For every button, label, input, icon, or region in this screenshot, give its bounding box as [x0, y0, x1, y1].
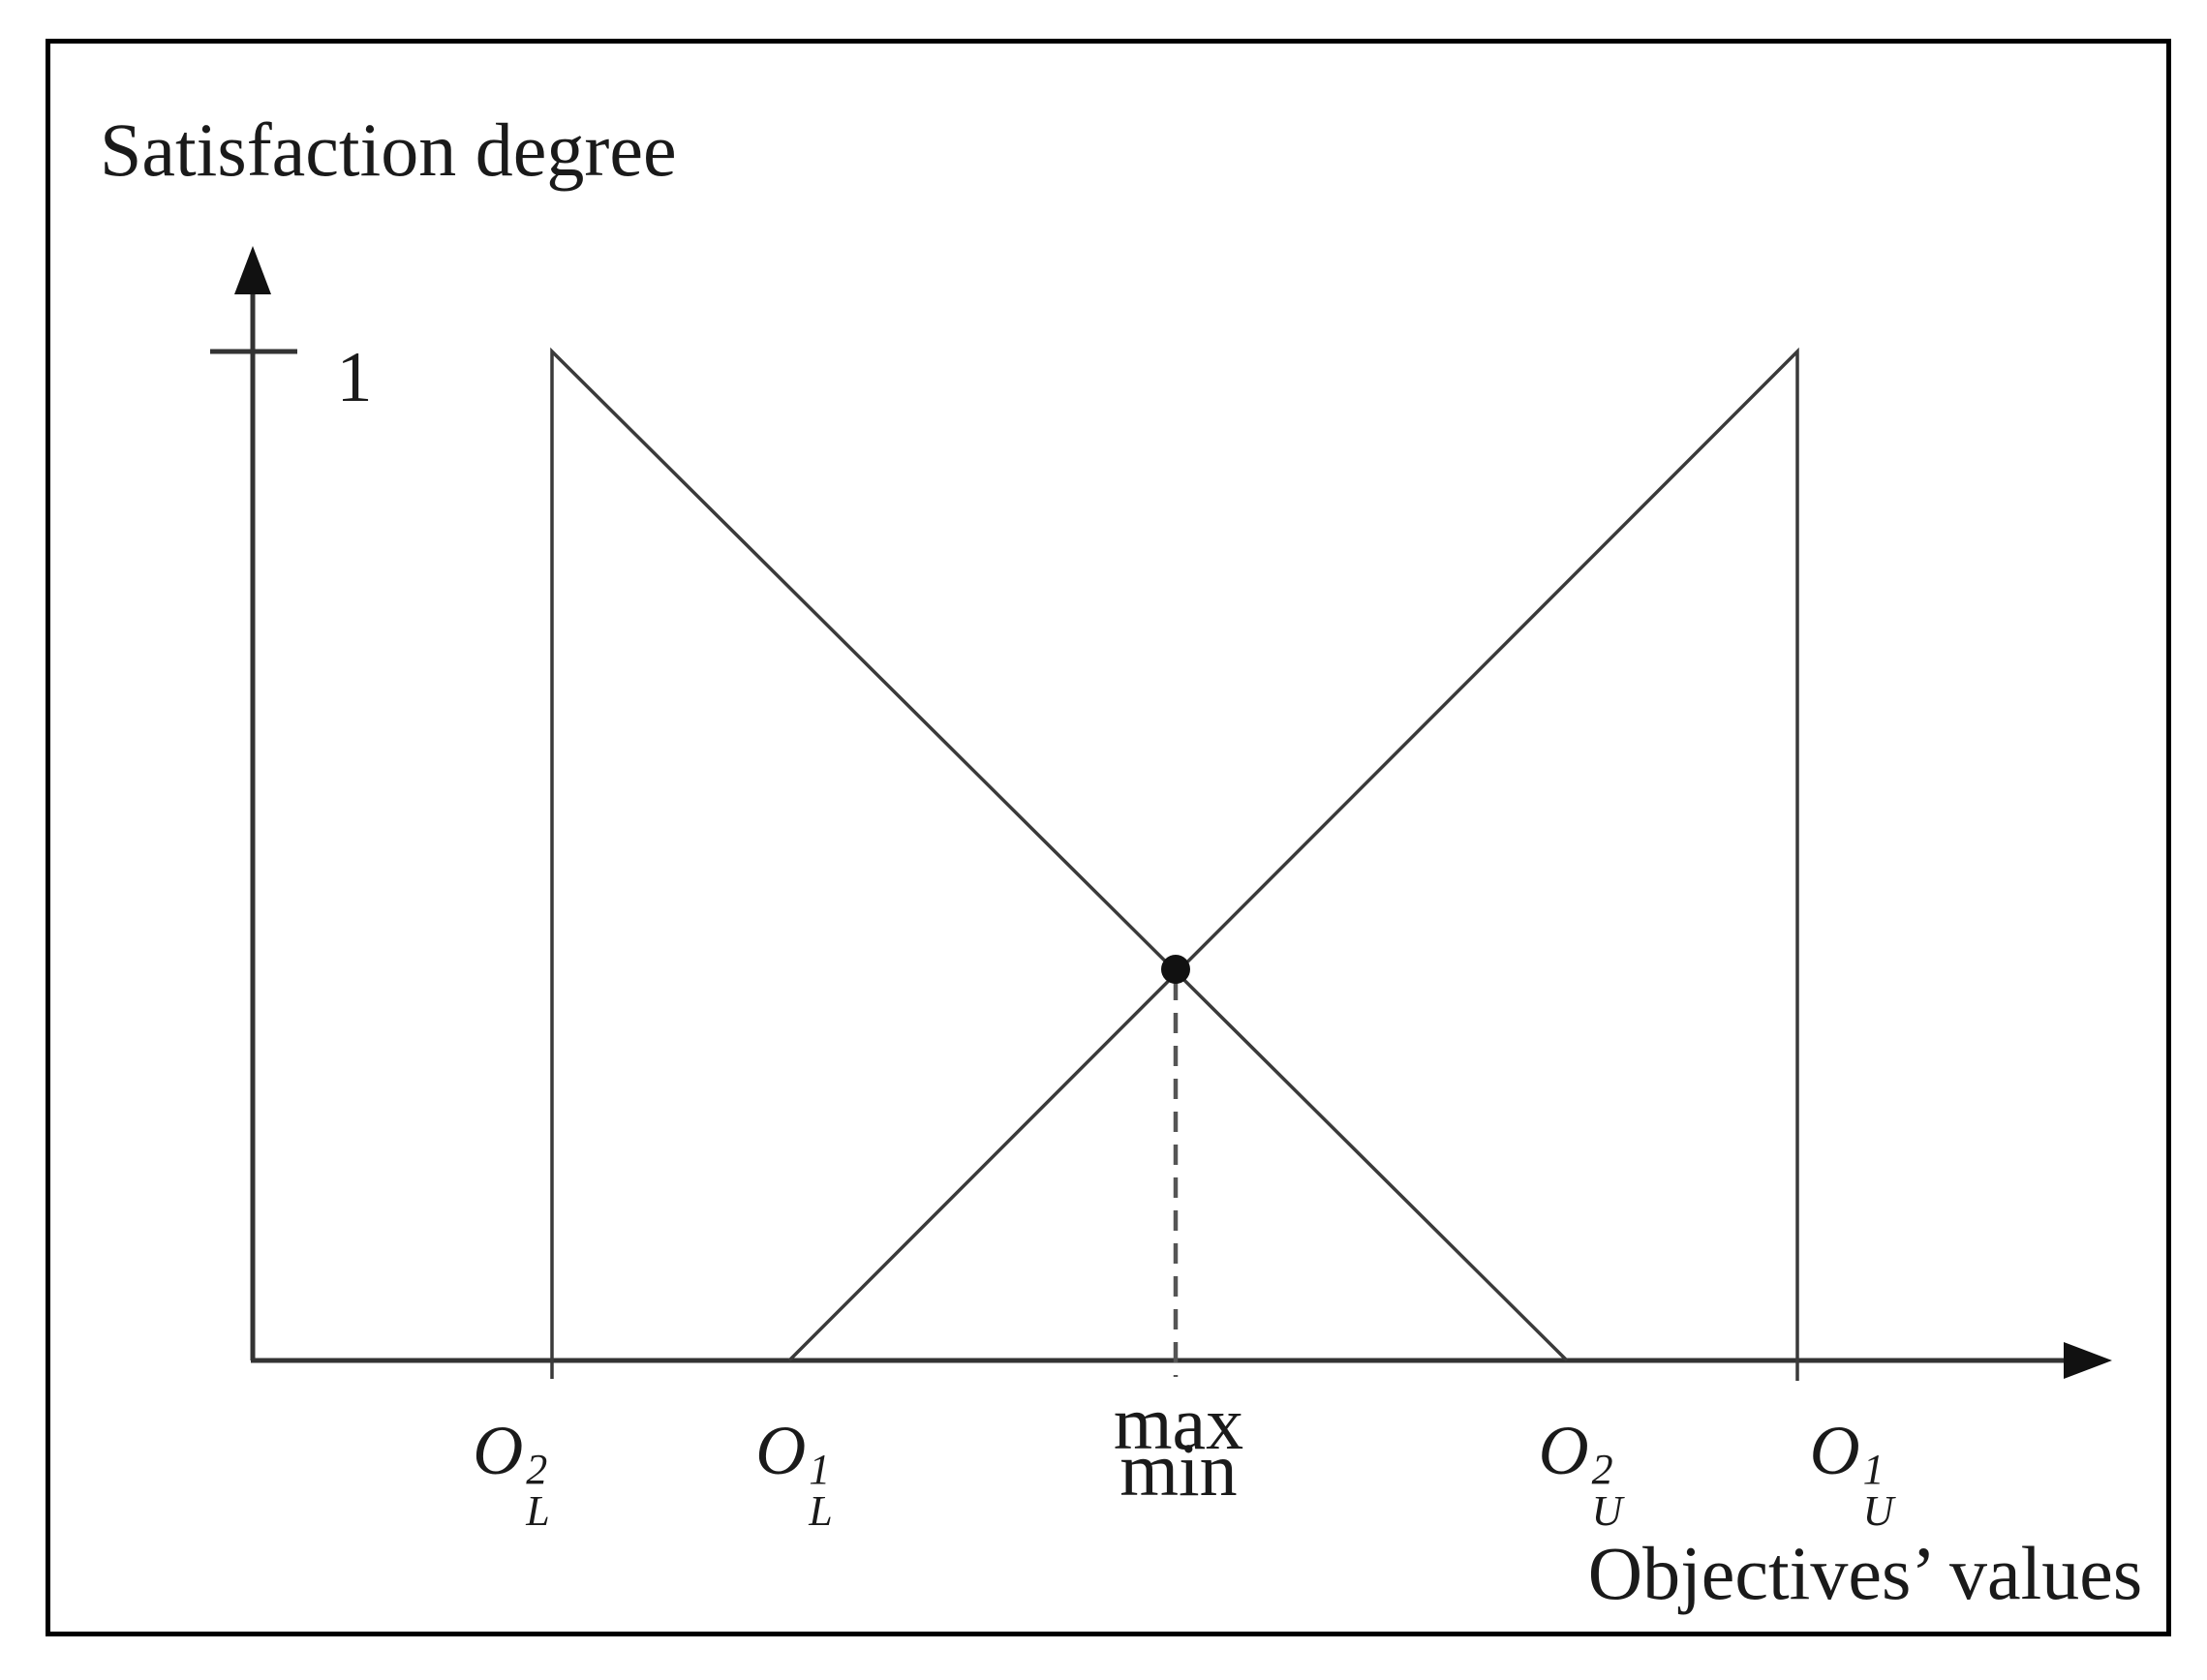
- membership-line-objective2: [550, 347, 1569, 1379]
- y-tick-label-1: 1: [336, 338, 373, 417]
- x-axis-title: Objectives’ values: [1587, 1531, 2143, 1615]
- ol1-sup: 1: [809, 1446, 831, 1493]
- ou2-sub: U: [1591, 1487, 1623, 1536]
- ou1-base: O: [1809, 1412, 1860, 1489]
- ou2-base: O: [1538, 1412, 1589, 1489]
- ol1-sub: L: [809, 1487, 833, 1536]
- figure-border: [46, 39, 2171, 1636]
- ou1-sup: 1: [1862, 1446, 1885, 1493]
- y-axis-arrowhead: [234, 246, 271, 294]
- ol1-base: O: [755, 1412, 807, 1489]
- membership-line-objective1: [787, 347, 1799, 1381]
- ol2-sup: 2: [526, 1446, 548, 1493]
- ou1-sub: U: [1862, 1487, 1894, 1536]
- crossover-dot: [1161, 955, 1190, 984]
- x-tick-label-maxmin: max min: [1114, 1385, 1243, 1512]
- maxmin-line-min: min: [1119, 1427, 1238, 1512]
- x-axis-arrowhead: [2064, 1342, 2112, 1379]
- ou2-sup: 2: [1591, 1446, 1613, 1493]
- y-axis-title: Satisfaction degree: [100, 107, 677, 192]
- ol2-base: O: [473, 1412, 524, 1489]
- ol2-sub: L: [526, 1487, 550, 1536]
